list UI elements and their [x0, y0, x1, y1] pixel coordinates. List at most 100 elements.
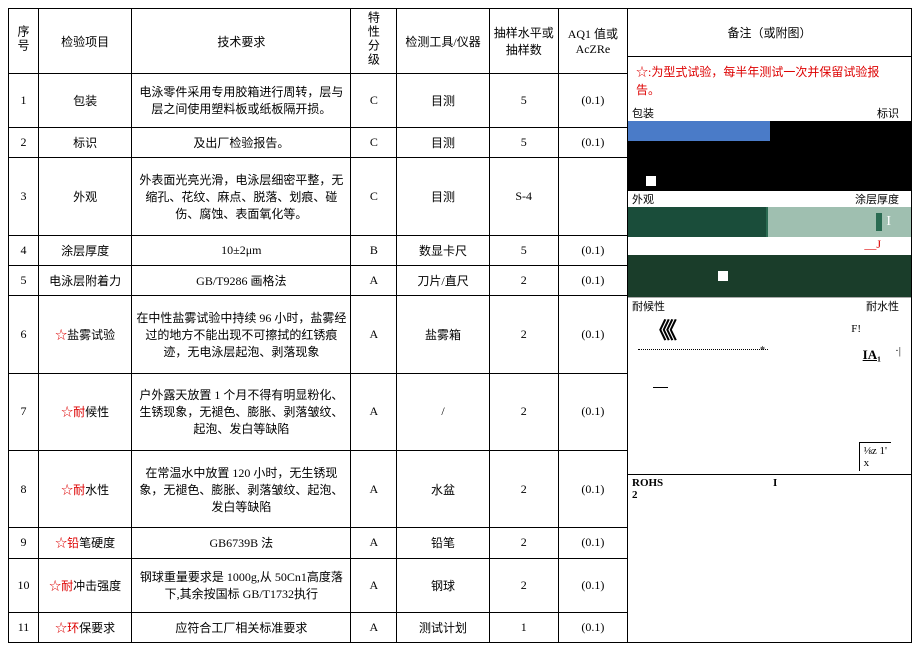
cell-seq: 6	[9, 296, 39, 373]
cell-item: ☆耐冲击强度	[38, 558, 131, 612]
cell-tool: 水盆	[397, 450, 489, 527]
diag-mark-label: 标识	[768, 105, 911, 121]
cell-req: GB6739B 法	[132, 528, 351, 558]
cell-seq: 1	[9, 74, 39, 128]
table-row: 1包装电泳零件采用专用胶箱进行周转，层与层之间使用塑料板或纸板隔开损。C目测5(…	[9, 74, 628, 128]
cell-req: 钢球重量要求是 1000g,从 50Cn1高度落下,其余按国标 GB/T1732…	[132, 558, 351, 612]
rohs-row: ROHS 2 I	[628, 474, 911, 503]
teal-i-label: I	[886, 214, 891, 230]
type-test-note: ☆:为型式试验，每半年测试一次并保留试验报告。	[628, 57, 911, 105]
cell-req: GB/T9286 画格法	[132, 265, 351, 295]
dotted-line	[638, 349, 768, 350]
cell-item: ☆耐候性	[38, 373, 131, 450]
cell-tool: 铅笔	[397, 528, 489, 558]
header-req: 技术要求	[132, 9, 351, 74]
cell-sample: 5	[489, 74, 558, 128]
cell-item: 涂层厚度	[38, 235, 131, 265]
blue-block	[628, 121, 770, 141]
cell-sample: 1	[489, 612, 558, 642]
cell-item: 包装	[38, 74, 131, 128]
cell-tool: 目测	[397, 158, 489, 235]
cell-seq: 2	[9, 127, 39, 157]
cell-grade: A	[351, 296, 397, 373]
ia-bars: ·|	[895, 345, 901, 357]
header-remark: 备注（或附图）	[628, 9, 911, 57]
green-white-square	[718, 271, 728, 281]
cell-sample: 2	[489, 296, 558, 373]
cell-seq: 11	[9, 612, 39, 642]
cell-item: ☆环保要求	[38, 612, 131, 642]
table-row: 8☆耐水性在常温水中放置 120 小时，无生锈现象，无褪色、膨胀、剥落皱纹、起泡…	[9, 450, 628, 527]
chevron-icon: 《《	[648, 313, 673, 345]
cell-item: 标识	[38, 127, 131, 157]
fraction-box: ⅛z 1' x	[859, 442, 891, 471]
cell-sample: 5	[489, 235, 558, 265]
teal-dark-block	[628, 207, 768, 237]
cell-grade: A	[351, 612, 397, 642]
cell-grade: A	[351, 558, 397, 612]
cell-tool: 数显卡尺	[397, 235, 489, 265]
cell-tool: 刀片/直尺	[397, 265, 489, 295]
teal-row: I	[628, 207, 911, 237]
cell-item: 外观	[38, 158, 131, 235]
table-row: 10☆耐冲击强度钢球重量要求是 1000g,从 50Cn1高度落下,其余按国标 …	[9, 558, 628, 612]
cell-aql: (0.1)	[558, 74, 627, 128]
cell-aql	[558, 158, 627, 235]
cell-sample: 2	[489, 450, 558, 527]
cell-req: 在中性盐雾试验中持续 96 小时，盐雾经过的地方不能出现不可擦拭的红锈痕迹，无电…	[132, 296, 351, 373]
cell-seq: 9	[9, 528, 39, 558]
teal-light-block: I	[768, 207, 911, 237]
cell-grade: C	[351, 127, 397, 157]
asterisk-label: *	[760, 345, 765, 356]
f-label: F!	[851, 323, 861, 335]
cell-aql: (0.1)	[558, 528, 627, 558]
cell-item: 电泳层附着力	[38, 265, 131, 295]
diag-appearance-label: 外观	[628, 191, 768, 207]
black-block-full	[628, 141, 911, 191]
diag-water-label: 耐水性	[768, 298, 911, 311]
cell-grade: B	[351, 235, 397, 265]
cell-tool: 目测	[397, 74, 489, 128]
cell-grade: A	[351, 373, 397, 450]
cell-seq: 3	[9, 158, 39, 235]
cell-grade: C	[351, 158, 397, 235]
cell-seq: 4	[9, 235, 39, 265]
cell-req: 外表面光亮光滑，电泳层细密平整，无缩孔、花纹、麻点、脱落、划痕、碰伤、腐蚀、表面…	[132, 158, 351, 235]
header-item: 检验项目	[38, 9, 131, 74]
cell-sample: 2	[489, 558, 558, 612]
cell-aql: (0.1)	[558, 558, 627, 612]
cell-seq: 10	[9, 558, 39, 612]
underline-row: * IA₁ ·|	[628, 347, 911, 377]
cell-aql: (0.1)	[558, 127, 627, 157]
diag-weather-label: 耐候性	[628, 298, 768, 311]
cell-req: 及出厂检验报告。	[132, 127, 351, 157]
header-grade: 特性分级	[351, 9, 397, 74]
cell-tool: 测试计划	[397, 612, 489, 642]
table-row: 3外观外表面光亮光滑，电泳层细密平整，无缩孔、花纹、麻点、脱落、划痕、碰伤、腐蚀…	[9, 158, 628, 235]
remark-panel: 备注（或附图） ☆:为型式试验，每半年测试一次并保留试验报告。 包装 标识 外观…	[628, 8, 912, 643]
header-row: 序号 检验项目 技术要求 特性分级 检测工具/仪器 抽样水平或抽样数 AQ1 值…	[9, 9, 628, 74]
cell-seq: 8	[9, 450, 39, 527]
cell-tool: /	[397, 373, 489, 450]
table-row: 9☆铅笔硬度GB6739B 法A铅笔2(0.1)	[9, 528, 628, 558]
cell-sample: 2	[489, 265, 558, 295]
header-sample: 抽样水平或抽样数	[489, 9, 558, 74]
white-square-icon	[646, 176, 656, 186]
table-row: 7☆耐候性户外露天放置 1 个月不得有明显粉化、生锈现象，无褪色、膨胀、剥落皱纹…	[9, 373, 628, 450]
inspection-table: 序号 检验项目 技术要求 特性分级 检测工具/仪器 抽样水平或抽样数 AQ1 值…	[8, 8, 628, 643]
cell-aql: (0.1)	[558, 235, 627, 265]
cell-grade: A	[351, 528, 397, 558]
cell-req: 户外露天放置 1 个月不得有明显粉化、生锈现象，无褪色、膨胀、剥落皱纹、起泡、发…	[132, 373, 351, 450]
cell-aql: (0.1)	[558, 450, 627, 527]
table-row: 4涂层厚度10±2μmB数显卡尺5(0.1)	[9, 235, 628, 265]
red-j-label: __J	[628, 237, 911, 255]
cell-item: ☆铅笔硬度	[38, 528, 131, 558]
header-seq: 序号	[9, 9, 39, 74]
diag-thickness-label: 涂层厚度	[768, 191, 911, 207]
cell-sample: 2	[489, 373, 558, 450]
table-row: 2标识及出厂检验报告。C目测5(0.1)	[9, 127, 628, 157]
diag-pack-label: 包装	[628, 105, 768, 121]
cell-grade: C	[351, 74, 397, 128]
cell-seq: 5	[9, 265, 39, 295]
cell-sample: 2	[489, 528, 558, 558]
